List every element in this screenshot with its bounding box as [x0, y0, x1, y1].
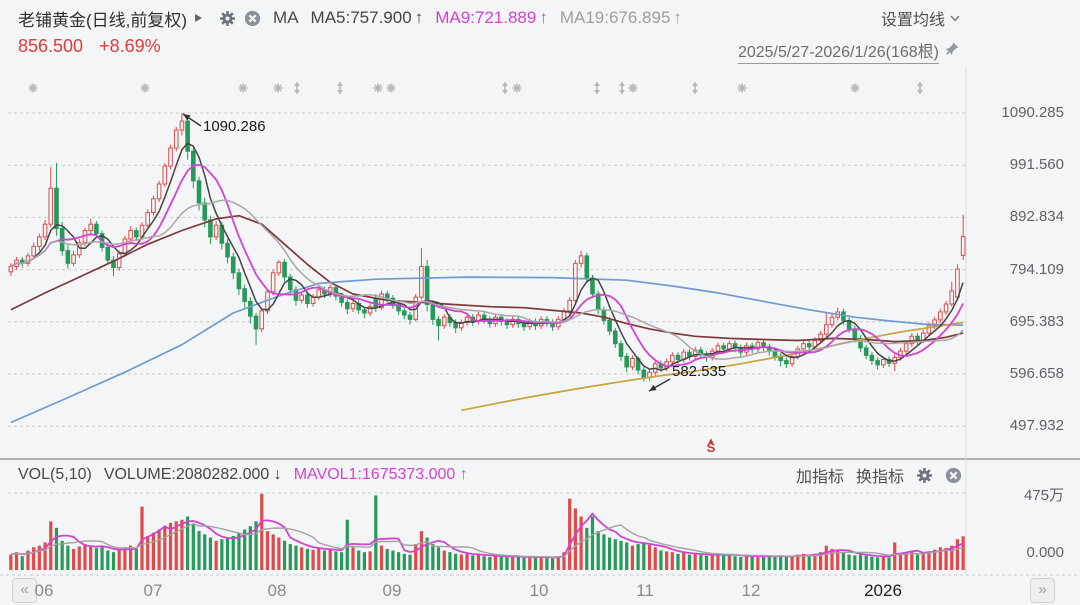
- vol-ma-MAVOL2: [10, 522, 964, 558]
- volume-bars: [9, 493, 965, 570]
- indicator-close-icon[interactable]: [244, 10, 261, 27]
- long-ma-gold: [461, 321, 964, 412]
- ma-settings-button[interactable]: 设置均线: [881, 6, 960, 30]
- volume-ma-lines: [10, 512, 964, 559]
- ma9-readout: MA9:721.889 ↑: [435, 8, 548, 27]
- mavol-direction-arrow: ↑: [459, 466, 468, 483]
- long-ma-slow: [10, 214, 964, 343]
- ma5-readout: MA5:757.900 ↑: [310, 8, 424, 27]
- long-ma-lines: [10, 214, 964, 424]
- scroll-left-button[interactable]: «: [12, 578, 37, 603]
- ma19-readout: MA19:676.895 ↑: [559, 8, 682, 27]
- symbol-caret-icon[interactable]: [194, 13, 203, 23]
- ma9-direction-arrow: ↑: [539, 8, 548, 27]
- month-label: 11: [636, 581, 654, 600]
- ma-lines: [10, 142, 964, 372]
- peak-price-annotation: 1090.286: [203, 118, 266, 135]
- price-axis-label: 695.383: [1009, 312, 1064, 330]
- vol-gear-icon[interactable]: [916, 467, 933, 484]
- annotation-arrows: [182, 113, 671, 392]
- month-label: 12: [741, 581, 761, 600]
- volume-axis-top-label: 475万: [1023, 487, 1064, 504]
- chart-header: 老铺黄金(日线,前复权) MA MA5:757.900 ↑ MA9:721.889…: [18, 6, 960, 30]
- price-axis-label: 794.109: [1009, 260, 1064, 278]
- chevron-down-icon: [950, 15, 960, 22]
- price-axis-label: 892.834: [1009, 208, 1064, 226]
- indicator-gear-icon[interactable]: [219, 10, 236, 27]
- mavol-readout: MAVOL1:1675373.000 ↑: [293, 466, 468, 483]
- vol-indicator-label: VOL(5,10): [18, 466, 92, 483]
- volume-direction-arrow: ↓: [273, 466, 282, 483]
- price-axis-label: 497.932: [1009, 417, 1064, 435]
- scroll-right-button[interactable]: »: [1030, 578, 1055, 603]
- long-ma-blue: [10, 276, 964, 424]
- ma-line-MA9: [10, 163, 964, 368]
- add-indicator-button[interactable]: 加指标: [795, 469, 844, 486]
- price-axis-label: 1090.285: [1001, 104, 1064, 121]
- event-markers: [28, 81, 923, 95]
- grid-lines: [0, 68, 1080, 576]
- volume-pane-header: VOL(5,10) VOLUME:2080282.000 ↓ MAVOL1:16…: [18, 463, 962, 487]
- symbol-title[interactable]: 老铺黄金(日线,前复权): [18, 10, 188, 30]
- price-axis-label: 991.560: [1009, 156, 1064, 174]
- volume-axis-zero-label: 0.000: [1026, 544, 1064, 561]
- month-label: 06: [34, 581, 54, 600]
- volume-readout: VOLUME:2080282.000 ↓: [103, 466, 282, 483]
- ma-group-label: MA: [273, 8, 299, 27]
- trade-signal-marker: ▲ S: [704, 436, 718, 455]
- ma19-direction-arrow: ↑: [673, 8, 682, 27]
- month-label: 08: [267, 581, 287, 600]
- date-range-link[interactable]: 2025/5/27-2026/1/26(168根): [737, 38, 939, 64]
- vol-close-icon[interactable]: [945, 467, 962, 484]
- change-percent: +8.69%: [99, 36, 161, 56]
- signal-up-arrow-icon: ▲: [707, 436, 715, 445]
- month-label: 2026: [864, 581, 902, 600]
- ma5-direction-arrow: ↑: [414, 8, 424, 27]
- time-axis: « 06 07 08 09 10 11 12 2026 »: [0, 576, 1080, 605]
- last-price: 856.500: [18, 36, 84, 56]
- ma-line-MA19: [10, 199, 964, 361]
- month-label: 10: [529, 581, 549, 600]
- ma-line-MA5: [10, 142, 964, 372]
- month-label: 07: [143, 581, 163, 600]
- date-range-wrap: 2025/5/27-2026/1/26(168根): [737, 38, 960, 64]
- price-axis-label: 596.658: [1009, 365, 1064, 382]
- switch-indicator-button[interactable]: 换指标: [855, 469, 904, 486]
- low-price-annotation: 582.535: [672, 363, 727, 380]
- month-label: 09: [382, 581, 402, 600]
- pin-icon[interactable]: [945, 41, 960, 61]
- quote-readout: 856.500 +8.69%: [18, 36, 161, 57]
